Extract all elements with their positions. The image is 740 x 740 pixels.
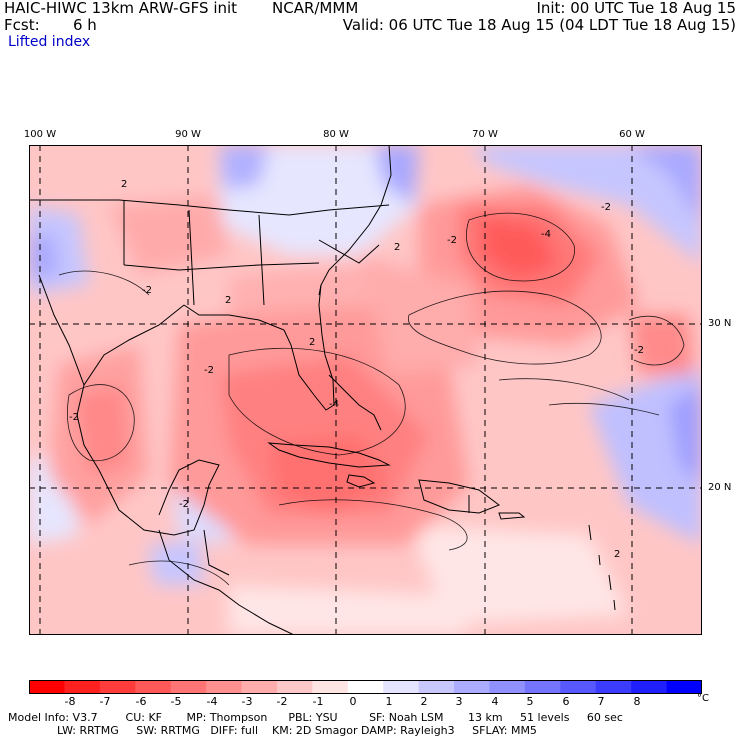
scale-tick: -3 bbox=[241, 695, 253, 708]
scale-swatch bbox=[99, 680, 136, 694]
lat-label-20n: 20 N bbox=[708, 482, 732, 493]
contour-label: -2 bbox=[204, 365, 214, 376]
scale-swatch bbox=[489, 680, 526, 694]
scale-tick: -1 bbox=[312, 695, 324, 708]
scale-swatch bbox=[135, 680, 172, 694]
scale-tick: -2 bbox=[276, 695, 288, 708]
color-scale-bar bbox=[29, 680, 702, 694]
contour-label: -4 bbox=[329, 399, 339, 410]
contour-label: 2 bbox=[309, 337, 315, 348]
scale-swatch bbox=[454, 680, 490, 694]
scale-tick: 8 bbox=[633, 695, 641, 708]
contour-label: 2 bbox=[394, 242, 400, 253]
scale-tick: 6 bbox=[562, 695, 570, 708]
scale-tick: 4 bbox=[491, 695, 499, 708]
scale-swatch bbox=[312, 680, 349, 694]
lat-label-30n: 30 N bbox=[708, 318, 732, 329]
lon-label-60w: 60 W bbox=[619, 129, 645, 140]
init-time: Init: 00 UTC Tue 18 Aug 15 bbox=[536, 0, 736, 17]
scale-swatch bbox=[276, 680, 313, 694]
scale-border bbox=[29, 680, 702, 694]
contour-label: -2 bbox=[601, 202, 611, 213]
contour-label: -2 bbox=[179, 499, 189, 510]
scale-tick: 7 bbox=[597, 695, 605, 708]
scale-swatch bbox=[241, 680, 278, 694]
model-info-line-1: Model Info: V3.7 CU: KF MP: Thompson PBL… bbox=[8, 711, 623, 724]
scale-unit: °C bbox=[697, 693, 709, 704]
contour-label: -2 bbox=[634, 345, 644, 356]
contour-label: -2 bbox=[142, 285, 152, 296]
scale-swatch bbox=[418, 680, 455, 694]
lon-label-90w: 90 W bbox=[175, 129, 201, 140]
scale-tick: -4 bbox=[206, 695, 218, 708]
scale-tick: -8 bbox=[64, 695, 76, 708]
field-name: Lifted index bbox=[8, 34, 91, 50]
scale-tick: 2 bbox=[420, 695, 428, 708]
scale-swatch bbox=[170, 680, 207, 694]
scale-swatch bbox=[347, 680, 384, 694]
lon-label-80w: 80 W bbox=[323, 129, 349, 140]
scale-tick: -7 bbox=[99, 695, 111, 708]
contour-label: -4 bbox=[541, 229, 551, 240]
scale-tick: -6 bbox=[135, 695, 147, 708]
scale-swatch bbox=[666, 680, 702, 694]
contour-label: -2 bbox=[447, 235, 457, 246]
scale-tick: 1 bbox=[385, 695, 393, 708]
organization-label: NCAR/MMM bbox=[272, 0, 359, 17]
scale-swatch bbox=[29, 680, 65, 694]
scale-tick: -5 bbox=[170, 695, 182, 708]
scale-tick: 0 bbox=[349, 695, 357, 708]
lon-label-70w: 70 W bbox=[472, 129, 498, 140]
scale-swatch bbox=[595, 680, 632, 694]
model-title: HAIC-HIWC 13km ARW-GFS init bbox=[4, 0, 238, 17]
forecast-hour: 6 h bbox=[73, 16, 97, 34]
scale-swatch bbox=[524, 680, 561, 694]
valid-time: Valid: 06 UTC Tue 18 Aug 15 (04 LDT Tue … bbox=[342, 16, 736, 34]
contour-label: -2 bbox=[69, 412, 79, 423]
lifted-index-map: 2 2 -2 2 -2 2 -2 -4 -2 -4 -2 -2 -2 2 bbox=[29, 145, 702, 635]
forecast-label: Fcst: bbox=[4, 16, 40, 34]
model-info-line-2: LW: RRTMG SW: RRTMG DIFF: full KM: 2D Sm… bbox=[8, 724, 537, 737]
contour-label: 2 bbox=[614, 549, 620, 560]
scale-swatch bbox=[560, 680, 597, 694]
lon-label-100w: 100 W bbox=[23, 129, 57, 140]
contour-label: 2 bbox=[121, 179, 127, 190]
scale-swatch bbox=[631, 680, 668, 694]
scale-tick: 3 bbox=[455, 695, 463, 708]
scale-tick: 5 bbox=[526, 695, 534, 708]
scale-swatch bbox=[64, 680, 101, 694]
contour-label: 2 bbox=[225, 295, 231, 306]
scale-swatch bbox=[383, 680, 420, 694]
scale-swatch bbox=[206, 680, 243, 694]
